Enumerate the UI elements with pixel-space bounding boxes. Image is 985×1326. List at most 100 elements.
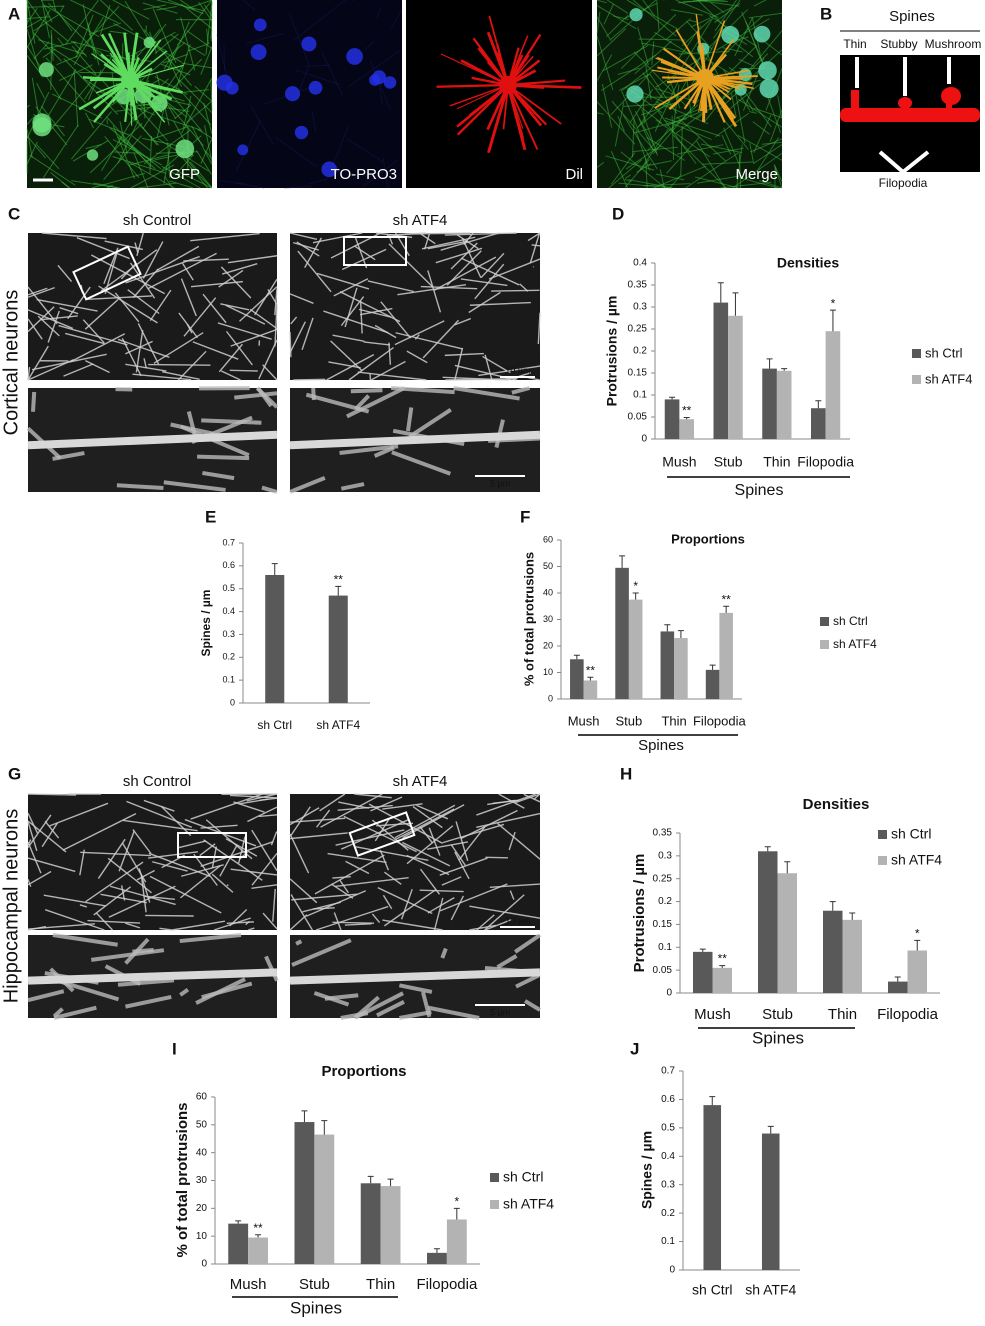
x-tick-label: Thin [366, 1276, 395, 1293]
error-bar [335, 586, 341, 595]
error-bar [684, 417, 690, 419]
filopodia-label: Filopodia [879, 176, 928, 190]
y-tick-label: 0 [201, 1259, 207, 1270]
panel-letter: H [620, 764, 632, 783]
panel-letter: G [8, 764, 21, 783]
legend-swatch [912, 375, 921, 384]
bar [661, 631, 675, 699]
y-tick-label: 0.2 [658, 896, 672, 907]
panel-letter: B [820, 4, 832, 23]
legend-swatch [878, 856, 887, 865]
bar [295, 1122, 315, 1264]
y-tick-label: 0 [548, 693, 553, 703]
x-tick-label: Stub [299, 1276, 330, 1293]
nucleus [144, 37, 155, 48]
y-tick-label: 60 [196, 1092, 208, 1103]
nucleus [309, 81, 323, 95]
panel-letter: E [205, 507, 216, 526]
soma [499, 76, 517, 94]
nucleus [346, 48, 363, 65]
error-bar [669, 397, 675, 399]
texture [201, 420, 261, 422]
x-tick-label: sh Ctrl [692, 1282, 732, 1298]
legend-swatch [878, 830, 887, 839]
bar [584, 680, 598, 699]
bar [381, 1186, 401, 1264]
error-bar [895, 977, 901, 982]
texture [145, 915, 194, 916]
error-bar [235, 1221, 241, 1224]
significance: * [831, 296, 836, 310]
texture [296, 941, 301, 944]
bar [361, 1183, 381, 1264]
image-label: GFP [169, 166, 200, 183]
nucleus [175, 140, 194, 159]
significance: ** [721, 592, 731, 606]
legend-label: sh Ctrl [503, 1169, 543, 1185]
error-bar [830, 310, 836, 331]
nucleus [301, 36, 316, 51]
y-tick-label: 0.5 [222, 583, 235, 593]
texture [332, 922, 374, 923]
nucleus [369, 74, 381, 86]
row-label: Cortical neurons [0, 290, 22, 436]
significance: ** [682, 404, 692, 418]
nucleus [87, 149, 98, 160]
y-tick-label: 0.4 [222, 606, 235, 616]
x-tick-label: Filopodia [797, 454, 854, 470]
y-tick-label: 0.2 [633, 346, 647, 357]
nucleus [254, 18, 267, 31]
y-tick-label: 0.05 [628, 412, 648, 423]
x-tick-label: Filopodia [693, 713, 747, 728]
error-bar [830, 902, 836, 911]
x-tick-label: Stub [762, 1006, 793, 1023]
bar [713, 968, 733, 993]
spine [941, 87, 961, 105]
y-tick-label: 0.2 [661, 1208, 675, 1219]
x-tick-label: Thin [661, 713, 686, 728]
panel-letter: A [8, 4, 20, 23]
error-bar [718, 283, 724, 303]
nucleus [285, 86, 300, 101]
legend-swatch [820, 640, 829, 649]
y-tick-label: 40 [543, 587, 553, 597]
legend-swatch [820, 617, 829, 626]
scale-label: 10 µm [505, 915, 530, 925]
error-bar [765, 847, 771, 852]
y-tick-label: 0.3 [633, 302, 647, 313]
x-tick-label: Mush [568, 713, 600, 728]
nucleus [251, 44, 267, 60]
y-axis-label: % of total protrusions [174, 1103, 191, 1258]
bar [762, 1134, 780, 1270]
y-tick-label: 0.7 [661, 1066, 675, 1077]
column-label: sh Control [123, 212, 191, 229]
image-label: TO-PRO3 [331, 166, 397, 183]
bar [908, 950, 928, 993]
x-tick-label: Mush [694, 1006, 731, 1023]
error-bar [709, 1097, 715, 1106]
panel-letter: D [612, 204, 624, 223]
y-axis-label: Spines / µm [199, 590, 213, 657]
legend-swatch [912, 349, 921, 358]
error-bar [321, 1121, 327, 1135]
bar [826, 331, 841, 439]
y-tick-label: 20 [196, 1203, 208, 1214]
texture [33, 392, 34, 412]
x-tick-label: Filopodia [416, 1276, 478, 1293]
nucleus [226, 82, 239, 95]
bar [811, 408, 826, 439]
texture [227, 885, 229, 886]
error-bar [815, 401, 821, 408]
bar [778, 873, 798, 993]
y-tick-label: 0.6 [222, 560, 235, 570]
bar [314, 1135, 334, 1264]
y-tick-label: 0.7 [222, 537, 235, 547]
bar [888, 982, 908, 993]
error-bar [388, 1179, 394, 1186]
legend-label: sh ATF4 [833, 637, 877, 651]
y-tick-label: 0.3 [222, 629, 235, 639]
row-label: Hippocampal neurons [0, 809, 22, 1004]
x-tick-label: sh ATF4 [316, 718, 360, 732]
texture [235, 183, 245, 184]
column-label: sh ATF4 [393, 212, 448, 229]
